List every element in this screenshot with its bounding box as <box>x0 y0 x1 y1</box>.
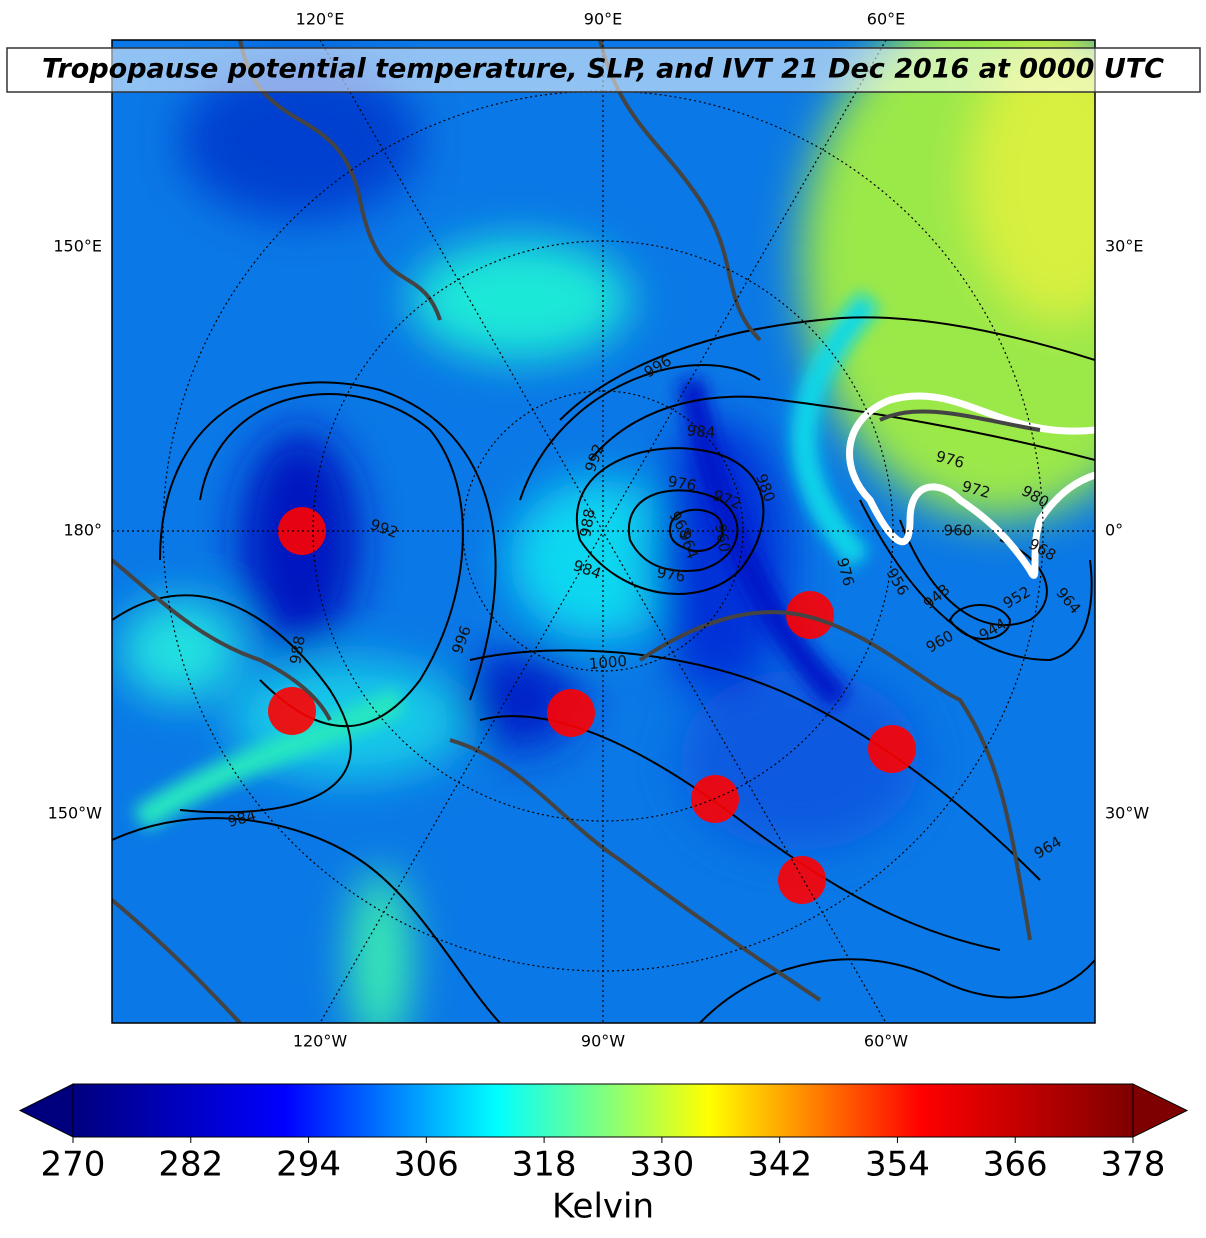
colorbar-tick-label: 294 <box>276 1145 341 1185</box>
lat-label: 180° <box>63 521 102 540</box>
graticule <box>112 40 1095 1023</box>
contour-label: 960 <box>711 522 734 553</box>
colorbar-tick-label: 282 <box>158 1145 223 1185</box>
contour-label: 984 <box>686 421 716 441</box>
colorbar-tick-label: 354 <box>865 1145 930 1185</box>
colorbar-tick-label: 270 <box>41 1145 106 1185</box>
lat-label: 150°W <box>48 804 103 823</box>
lon-label: 120°E <box>296 10 345 29</box>
contour-label: 988 <box>286 634 309 665</box>
contour-label: 976 <box>666 472 697 495</box>
colorbar-extend-low <box>18 1083 74 1138</box>
lat-label: 0° <box>1105 521 1123 540</box>
ivt-contour <box>846 392 1095 579</box>
contour-label: 976 <box>655 563 686 586</box>
map-frame <box>111 39 1096 1024</box>
colorbar-tick-label: 366 <box>983 1145 1048 1185</box>
lon-label: 90°E <box>584 10 622 29</box>
lat-label: 150°E <box>53 237 102 256</box>
title: Tropopause potential temperature, SLP, a… <box>42 54 1164 85</box>
lon-label: 90°W <box>581 1032 625 1051</box>
lon-label: 60°W <box>864 1032 908 1051</box>
contour-label: 1000 <box>588 652 628 673</box>
title-box <box>6 47 1201 93</box>
contour-label: 960 <box>944 522 973 540</box>
lat-label: 30°E <box>1105 237 1143 256</box>
contour-label: 988 <box>576 507 599 538</box>
colorbar-tick-label: 306 <box>394 1145 459 1185</box>
lat-label: 30°W <box>1105 804 1149 823</box>
colorbar-tick-label: 318 <box>512 1145 577 1185</box>
colorbar-tick-label: 330 <box>629 1145 694 1185</box>
colorbar-tick-label: 342 <box>747 1145 812 1185</box>
colorbar <box>72 1083 1134 1138</box>
lon-label: 60°E <box>867 10 905 29</box>
slp-contours <box>112 316 1095 1023</box>
colorbar-extend-high <box>1132 1083 1189 1138</box>
coastlines <box>112 40 1041 1023</box>
colorbar-label: Kelvin <box>552 1187 654 1227</box>
colorbar-tick-label: 378 <box>1101 1145 1166 1185</box>
lon-label: 120°W <box>293 1032 348 1051</box>
